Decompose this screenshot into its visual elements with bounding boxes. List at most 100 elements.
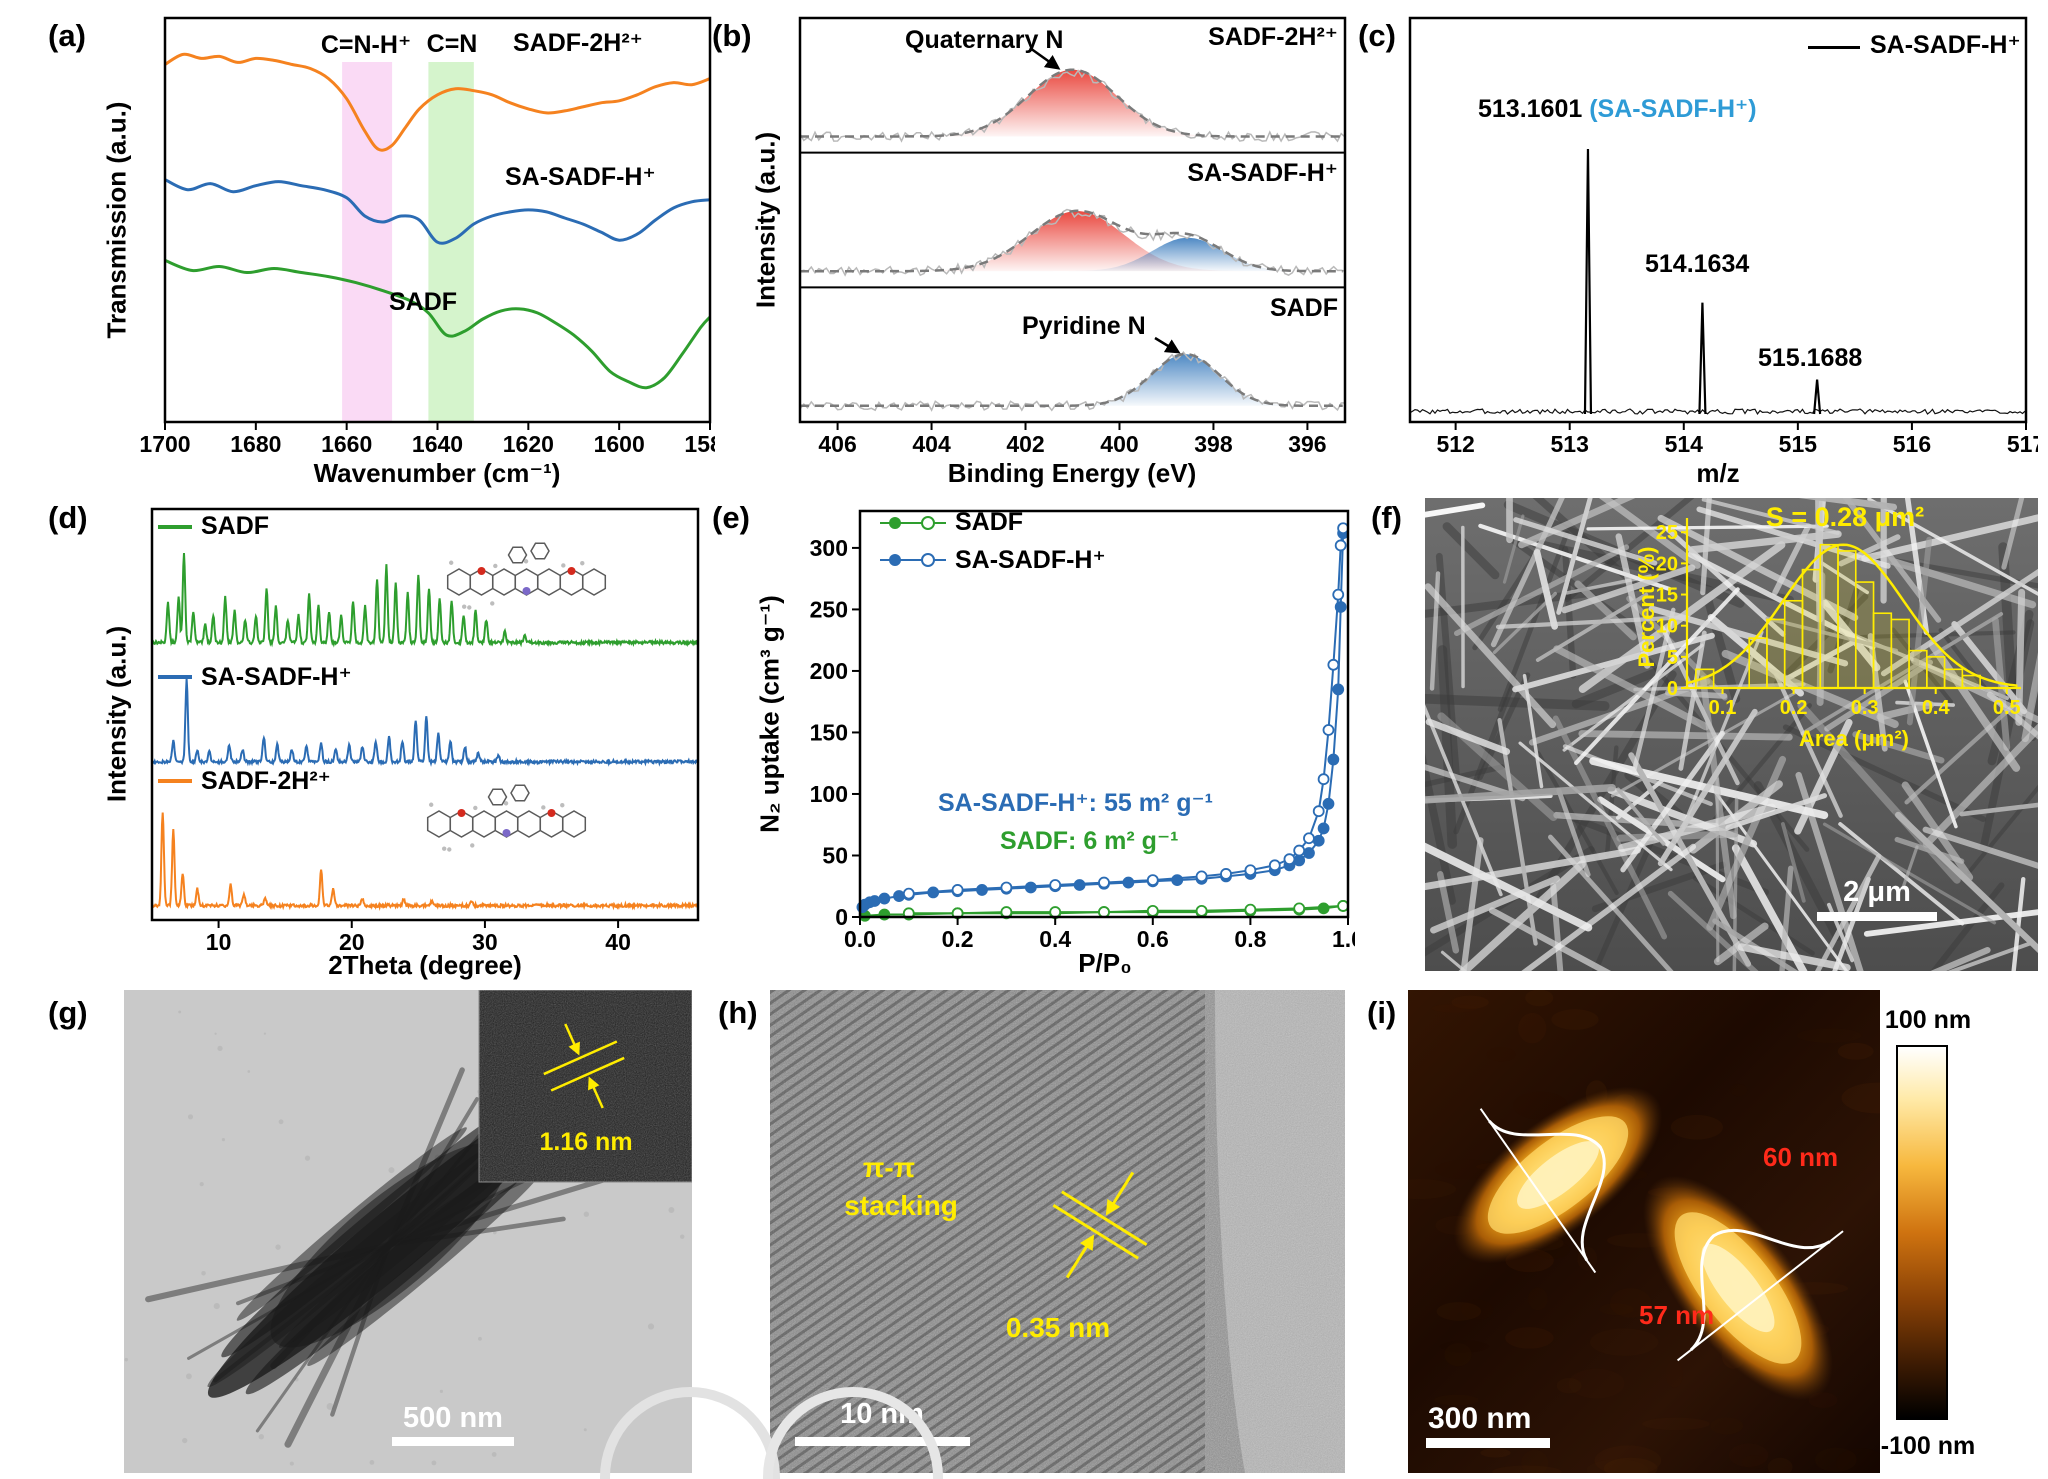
panel-c-xlabel: m/z (1696, 458, 1740, 488)
bet-annotation-sadf: SADF: 6 m² g⁻¹ (1000, 827, 1179, 855)
afm-height-57: 57 nm (1639, 1300, 1715, 1330)
svg-text:5: 5 (1667, 647, 1678, 669)
svg-text:0.2: 0.2 (1780, 697, 1808, 719)
isotherm-legend-label-sasadfh: SA-SADF-H⁺ (955, 546, 1106, 574)
tem-scale-bar (392, 1437, 514, 1446)
svg-text:0.4: 0.4 (1922, 697, 1951, 719)
svg-text:0.8: 0.8 (1234, 926, 1266, 952)
svg-text:30: 30 (472, 929, 498, 955)
pi-pi-annotation-line2: stacking (844, 1190, 958, 1221)
panel-e-label: (e) (712, 500, 750, 535)
svg-text:0.5: 0.5 (1993, 697, 2021, 719)
svg-text:0.1: 0.1 (1709, 697, 1737, 719)
series-label-sadf: SADF (389, 288, 458, 316)
series-label-sasadfh: SA-SADF-H⁺ (505, 163, 656, 191)
svg-text:513: 513 (1551, 431, 1589, 457)
ms-peak2-label: 514.1634 (1645, 250, 1750, 278)
svg-text:10: 10 (1656, 616, 1678, 638)
svg-text:0.4: 0.4 (1039, 926, 1071, 952)
bet-annotation-sasadfh: SA-SADF-H⁺: 55 m² g⁻¹ (938, 789, 1213, 817)
tem-inset-spacing-label: 1.16 nm (539, 1128, 633, 1156)
svg-text:300: 300 (810, 535, 848, 561)
tem-scale-label: 500 nm (403, 1402, 503, 1434)
svg-text:0.2: 0.2 (942, 926, 974, 952)
ftir-plot: 1700 1680 1660 1640 1620 1600 1580 (140, 16, 715, 457)
ms-legend-label: SA-SADF-H⁺ (1870, 31, 2021, 59)
tem-image (124, 990, 692, 1473)
afm-height-60: 60 nm (1763, 1142, 1839, 1172)
panel-i-label: (i) (1367, 995, 1397, 1030)
xrd-legend-label-sadf: SADF (201, 512, 270, 540)
afm-colorbar-max: 100 nm (1884, 1006, 1972, 1034)
isotherm-legend-marker-blue (880, 553, 946, 567)
svg-text:1640: 1640 (412, 431, 463, 457)
molecular-structure-inset-1 (446, 542, 607, 610)
xps-sub-label-2: SA-SADF-H⁺ (1187, 159, 1338, 187)
panel-b-xlabel: Binding Energy (eV) (947, 458, 1197, 488)
afm-colorbar-min: -100 nm (1880, 1432, 1976, 1460)
pyridine-n-annotation: Pyridine N (1022, 312, 1146, 340)
mass-spectrum-plot: 512 513 514 515 516 517 (1408, 16, 2038, 457)
xrd-legend-line-orange (158, 779, 192, 783)
svg-text:515: 515 (1779, 431, 1818, 457)
xrd-legend-sadf: SADF (158, 512, 269, 541)
isotherm-legend-marker-green (880, 515, 946, 530)
svg-text:250: 250 (810, 596, 848, 622)
panel-d-ylabel: Intensity (a.u.) (101, 625, 132, 803)
svg-text:0.6: 0.6 (1137, 926, 1169, 952)
svg-text:25: 25 (1656, 522, 1678, 544)
svg-text:406: 406 (818, 431, 856, 457)
svg-text:402: 402 (1006, 431, 1044, 457)
xrd-legend-line-green (158, 524, 192, 529)
xrd-legend-label-sadf2h: SADF-2H²⁺ (201, 767, 331, 795)
svg-text:1660: 1660 (321, 431, 372, 457)
xrd-legend-label-sasadfh: SA-SADF-H⁺ (201, 663, 352, 691)
pi-pi-annotation-line1: π-π (862, 1152, 916, 1183)
ms-legend-line (1808, 46, 1860, 49)
quaternary-n-annotation: Quaternary N (905, 26, 1064, 54)
svg-text:20: 20 (1656, 553, 1678, 575)
svg-text:0.3: 0.3 (1851, 697, 1879, 719)
sem-inset-title: S = 0.28 μm² (1765, 502, 1925, 532)
xps-plot: 406 404 402 400 398 396 (798, 16, 1347, 457)
svg-text:400: 400 (1100, 431, 1138, 457)
panel-b-ylabel: Intensity (a.u.) (750, 131, 781, 309)
isotherm-plot: 0.0 0.2 0.4 0.6 0.8 1.0 0 50 100 150 200 250 300 (810, 509, 1355, 952)
svg-text:10: 10 (206, 929, 232, 955)
band-label-cnh: C=N-H⁺ (320, 31, 412, 59)
svg-text:150: 150 (810, 719, 848, 745)
svg-text:0.0: 0.0 (844, 926, 876, 952)
xps-sub-label-3: SADF (1269, 294, 1338, 322)
sem-scale-bar (1817, 912, 1937, 921)
ms-peak3-label: 515.1688 (1758, 344, 1863, 372)
ms-peak1-label: 513.1601 (SA-SADF-H⁺) (1478, 94, 1757, 124)
afm-color-scale (1896, 1045, 1948, 1420)
sem-inset-ylabel: Percent (%) (1634, 546, 1659, 668)
xrd-legend-sadf2h: SADF-2H²⁺ (158, 766, 331, 796)
afm-scale-label: 300 nm (1428, 1402, 1532, 1435)
xps-sub-label-1: SADF-2H²⁺ (1208, 23, 1338, 51)
panel-a-ylabel: Transmission (a.u.) (101, 101, 132, 339)
afm-image (1408, 990, 1880, 1473)
svg-text:1700: 1700 (140, 431, 191, 457)
svg-text:1.0: 1.0 (1332, 926, 1355, 952)
svg-text:100: 100 (810, 781, 848, 807)
panel-d-xlabel: 2Theta (degree) (328, 950, 522, 980)
panel-a-label: (a) (48, 18, 86, 53)
svg-text:396: 396 (1288, 431, 1326, 457)
svg-text:20: 20 (339, 929, 365, 955)
svg-text:398: 398 (1194, 431, 1233, 457)
panel-e-xlabel: P/P₀ (1078, 948, 1132, 978)
isotherm-legend-sasadfh: SA-SADF-H⁺ (880, 545, 1106, 575)
xrd-legend-sasadfh: SA-SADF-H⁺ (158, 662, 352, 692)
panel-e-ylabel: N₂ uptake (cm³ g⁻¹) (754, 595, 785, 833)
svg-text:512: 512 (1436, 431, 1474, 457)
xrd-legend-line-blue (158, 675, 192, 679)
svg-text:15: 15 (1656, 585, 1678, 607)
svg-text:1620: 1620 (503, 431, 554, 457)
series-label-sadf2h: SADF-2H²⁺ (513, 29, 643, 57)
svg-text:50: 50 (822, 842, 848, 868)
sem-image: 0 5 10 15 20 25 0.1 0.2 0.3 0.4 0.5 (1425, 498, 2038, 971)
sem-scale-label: 2 μm (1843, 876, 1911, 908)
ms-peak1-value: 513.1601 (1478, 95, 1590, 123)
